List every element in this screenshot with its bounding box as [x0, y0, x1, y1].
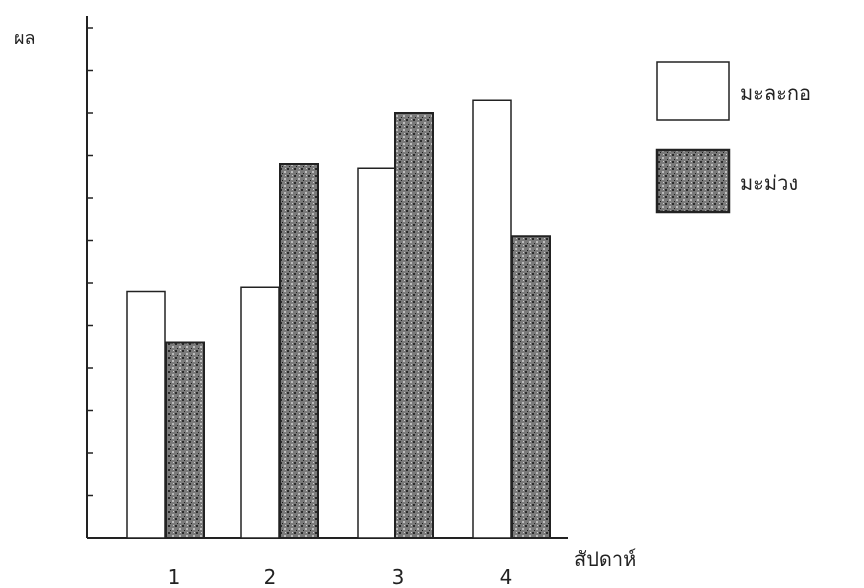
bar-papaya-week-3	[357, 167, 397, 539]
bar-mango-week-4	[511, 235, 551, 539]
bar-mango-week-2	[279, 163, 319, 539]
legend: มะละกอ มะม่วง	[655, 61, 811, 214]
bar-mango-week-1	[165, 341, 205, 539]
legend-label-papaya: มะละกอ	[740, 81, 811, 105]
y-axis-ticks	[87, 27, 93, 497]
legend-swatch-papaya	[656, 61, 730, 121]
bar-mango-week-3	[394, 112, 434, 539]
legend-label-mango: มะม่วง	[740, 171, 798, 195]
x-tick-label-2: 2	[264, 565, 277, 588]
legend-swatch-mango	[655, 148, 731, 214]
x-tick-label-4: 4	[500, 565, 513, 588]
bar-papaya-week-1	[126, 290, 166, 539]
y-axis-label: ผล	[14, 28, 36, 49]
x-tick-label-3: 3	[392, 565, 405, 588]
bar-papaya-week-4	[472, 99, 512, 539]
x-axis-label: สัปดาห์	[574, 547, 636, 571]
x-tick-label-1: 1	[168, 565, 181, 588]
bar-papaya-week-2	[240, 286, 280, 539]
